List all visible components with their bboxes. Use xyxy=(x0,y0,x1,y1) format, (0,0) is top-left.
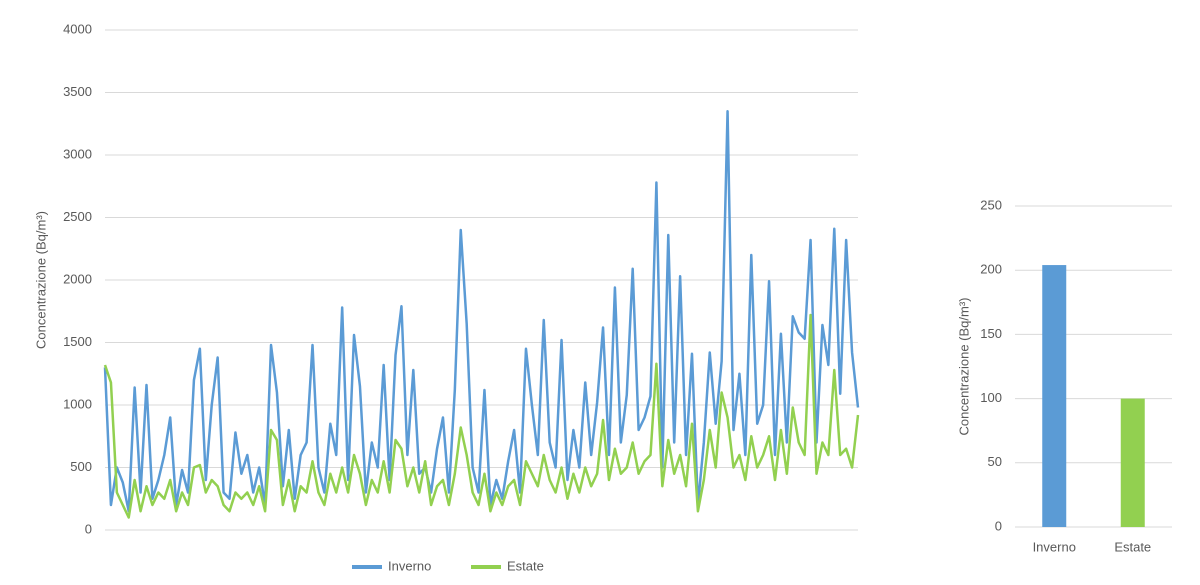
bar xyxy=(1042,265,1067,527)
y-tick-label: 1000 xyxy=(63,396,92,411)
y-tick-label: 150 xyxy=(980,326,1002,341)
y-tick-label: 2000 xyxy=(63,271,92,286)
y-axis-label: Concentrazione (Bq/m³) xyxy=(956,298,971,436)
y-tick-label: 3500 xyxy=(63,84,92,99)
y-tick-label: 200 xyxy=(980,262,1002,277)
x-tick-label: Estate xyxy=(1114,539,1151,554)
y-axis-label: Concentrazione (Bq/m³) xyxy=(33,211,48,349)
legend-label: Inverno xyxy=(388,558,431,573)
y-tick-label: 50 xyxy=(988,454,1002,469)
legend-label: Estate xyxy=(507,558,544,573)
y-tick-label: 3000 xyxy=(63,146,92,161)
x-tick-label: Inverno xyxy=(1033,539,1076,554)
line-series xyxy=(103,313,860,519)
y-tick-label: 4000 xyxy=(63,21,92,36)
y-tick-label: 100 xyxy=(980,390,1002,405)
y-tick-label: 250 xyxy=(980,197,1002,212)
y-tick-label: 0 xyxy=(995,518,1002,533)
y-tick-label: 0 xyxy=(85,521,92,536)
y-tick-label: 2500 xyxy=(63,209,92,224)
line-series xyxy=(103,110,860,513)
bar xyxy=(1120,398,1145,527)
y-tick-label: 1500 xyxy=(63,334,92,349)
y-tick-label: 500 xyxy=(70,459,92,474)
